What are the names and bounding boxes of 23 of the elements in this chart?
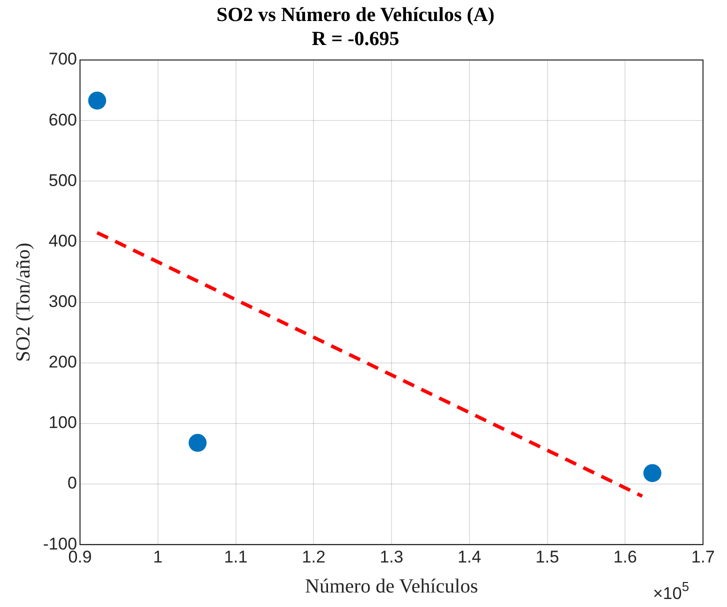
y-axis-title: SO2 (Ton/año) [12, 242, 34, 362]
chart-title: SO2 vs Número de Vehículos (A) [216, 4, 494, 26]
y-tick-label: 300 [48, 292, 78, 311]
y-tick-label: 600 [48, 110, 78, 130]
y-tick-label: 700 [48, 50, 78, 69]
x-tick-label: 1.4 [458, 547, 482, 566]
y-tick-label: 0 [68, 474, 78, 493]
point [188, 434, 207, 452]
point [88, 92, 106, 110]
y-tick-label: 400 [48, 231, 78, 250]
x-axis-title: Número de Vehículos [305, 575, 478, 598]
chart-subtitle: R = -0.695 [312, 28, 400, 50]
y-tick-label: 100 [48, 413, 78, 432]
x-tick-label: 1.1 [224, 547, 248, 566]
x-tick-label: 1.2 [302, 547, 326, 566]
x-tick-label: 1.7 [691, 547, 715, 566]
x-tick-label: 1 [153, 547, 163, 566]
x-tick-label: 1.3 [380, 547, 404, 566]
point [643, 464, 662, 482]
y-tick-label: 500 [48, 170, 78, 190]
x-tick-label: 1.5 [535, 547, 560, 566]
x-tick-label: 1.6 [613, 547, 637, 566]
y-tick-label: 200 [48, 352, 78, 372]
